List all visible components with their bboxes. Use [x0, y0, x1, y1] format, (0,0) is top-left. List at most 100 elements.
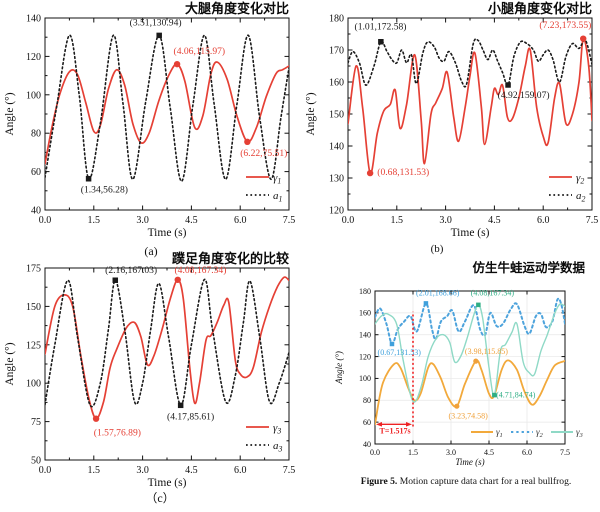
svg-text:1.5: 1.5: [88, 465, 101, 476]
annotations: (2.16,167.03) (4.08,167.34) (4.17,85.61) (1…: [92, 265, 226, 438]
period-label: T=1.517s: [380, 427, 411, 436]
svg-text:50: 50: [31, 456, 41, 467]
chart-title: 大腿角度变化对比: [185, 1, 289, 16]
series-group: [45, 34, 289, 183]
x-axis-label: Time (s): [148, 477, 187, 489]
svg-text:1.5: 1.5: [408, 448, 418, 457]
svg-text:75: 75: [31, 417, 41, 428]
svg-text:40: 40: [31, 206, 41, 217]
series-gamma2: [375, 297, 565, 346]
annotation-text: (2.01,168.66): [416, 288, 460, 297]
annotation-marker: [244, 138, 251, 146]
annotation-marker: [156, 32, 162, 39]
svg-text:4.5: 4.5: [484, 448, 494, 457]
annotation-text: (1.57,76.89): [94, 427, 141, 438]
annotation-marker: [173, 60, 181, 68]
svg-text:120: 120: [359, 352, 371, 361]
svg-text:80: 80: [31, 129, 41, 140]
annotation-text: (4.92,159.07): [498, 90, 550, 101]
chart-a-canvas: 0.0 1.5 3.0 4.5 6.0 7.5 40 60 80 100 120 140 Time (s…: [4, 1, 296, 239]
svg-text:100: 100: [26, 379, 41, 390]
annotation-text: (3.23,74.58): [448, 411, 488, 420]
series-group: [45, 276, 289, 420]
series-gamma3: [45, 276, 289, 420]
annotation-text: (7.23,173.55): [539, 20, 591, 31]
annotation-marker: [580, 35, 587, 42]
svg-text:40: 40: [363, 440, 371, 449]
annotation-marker: [476, 302, 481, 308]
svg-text:7.5: 7.5: [586, 215, 599, 226]
series-a2: [348, 38, 592, 88]
sublabel-a: (a): [144, 244, 158, 258]
svg-text:0.0: 0.0: [39, 215, 52, 226]
svg-text:100: 100: [359, 374, 371, 383]
chart-title: 蹼足角度变化的比较: [172, 251, 289, 266]
chart-d-canvas: 0.0 1.5 3.0 4.5 6.0 7.5 40 60 80 100 120 140 160 180 T…: [334, 260, 585, 467]
annotation-text: (4.17,85.61): [167, 411, 214, 422]
svg-text:60: 60: [363, 418, 371, 427]
period-annotation: T=1.517s: [376, 311, 414, 436]
svg-text:γ1: γ1: [496, 427, 503, 439]
svg-text:3.0: 3.0: [136, 465, 149, 476]
series-a1: [45, 34, 289, 183]
svg-text:140: 140: [329, 142, 344, 153]
series-group: [348, 37, 592, 174]
svg-text:4.5: 4.5: [185, 215, 198, 226]
caption-text: Motion capture data chart for a real bul…: [397, 476, 572, 487]
annotation-text: (3.98,115.85): [465, 347, 508, 356]
svg-text:6.0: 6.0: [537, 215, 550, 226]
annotation-marker: [366, 169, 374, 177]
tick-labels: 0.0 1.5 3.0 4.5 6.0 7.5 40 60 80 100 120 140 160 180: [359, 287, 570, 457]
svg-text:175: 175: [26, 264, 41, 275]
annotation-text: (0.68,131.53): [377, 167, 429, 178]
sublabel-c: （c）: [145, 491, 175, 505]
svg-text:3.0: 3.0: [439, 215, 452, 226]
tick-labels: 0.0 1.5 3.0 4.5 6.0 7.5 50 75 100 125 150 175: [26, 264, 295, 477]
svg-text:a2: a2: [576, 190, 586, 203]
svg-text:7.5: 7.5: [560, 448, 570, 457]
svg-text:150: 150: [329, 110, 344, 121]
svg-text:160: 160: [329, 78, 344, 89]
chart-a-thigh-angle: 0.0 1.5 3.0 4.5 6.0 7.5 40 60 80 100 120 140 Time (s…: [2, 0, 300, 246]
svg-text:1.5: 1.5: [391, 215, 404, 226]
annotation-text: (1.01,172.58): [355, 22, 407, 33]
svg-text:120: 120: [26, 52, 41, 63]
x-axis-label: Time (s): [451, 227, 490, 239]
svg-text:6.0: 6.0: [234, 465, 247, 476]
annotation-marker: [423, 301, 429, 306]
svg-text:160: 160: [359, 309, 371, 318]
svg-text:140: 140: [26, 14, 41, 25]
series-gamma2: [348, 37, 592, 174]
annotation-marker: [85, 175, 92, 182]
chart-c-canvas: 0.0 1.5 3.0 4.5 6.0 7.5 50 75 100 125 150 175 Time (…: [4, 251, 295, 489]
legend: γ1 γ2 γ3: [471, 427, 584, 439]
svg-text:125: 125: [26, 340, 41, 351]
svg-text:4.5: 4.5: [488, 215, 501, 226]
annotation-marker: [389, 341, 395, 347]
svg-text:150: 150: [26, 302, 41, 313]
chart-b-canvas: 0.0 1.5 3.0 4.5 6.0 7.5 120 130 140 150 160 170 180 T…: [305, 1, 599, 239]
svg-text:γ3: γ3: [273, 422, 281, 435]
annotation-text: (2.16,167.03): [105, 265, 157, 276]
annotation-text: (1.34,56.28): [81, 184, 128, 195]
annotation-text: (3.51,130.94): [130, 17, 182, 28]
annotation-marker: [505, 82, 511, 88]
svg-text:60: 60: [31, 167, 41, 178]
svg-text:1.5: 1.5: [88, 215, 101, 226]
svg-text:a3: a3: [273, 440, 283, 453]
chart-title: 仿生牛蛙运动学数据: [472, 260, 585, 275]
svg-text:170: 170: [329, 46, 344, 57]
svg-text:120: 120: [329, 206, 344, 217]
annotation-text: (4.06,115.97): [174, 46, 226, 57]
svg-text:3.0: 3.0: [136, 215, 149, 226]
chart-c-foot-angle: 0.0 1.5 3.0 4.5 6.0 7.5 50 75 100 125 150 175 Time (…: [2, 250, 300, 496]
svg-text:7.5: 7.5: [283, 215, 296, 226]
svg-text:100: 100: [26, 90, 41, 101]
annotation-marker: [174, 276, 181, 283]
annotations: (2.01,168.66) (4.08,167.34) (0.67,131.53) (…: [378, 288, 536, 420]
x-axis-label: Time (s): [455, 457, 484, 467]
caption-figure-number: Figure 5.: [360, 476, 398, 487]
annotation-marker: [92, 415, 100, 422]
svg-text:6.0: 6.0: [522, 448, 532, 457]
svg-text:130: 130: [329, 174, 344, 185]
